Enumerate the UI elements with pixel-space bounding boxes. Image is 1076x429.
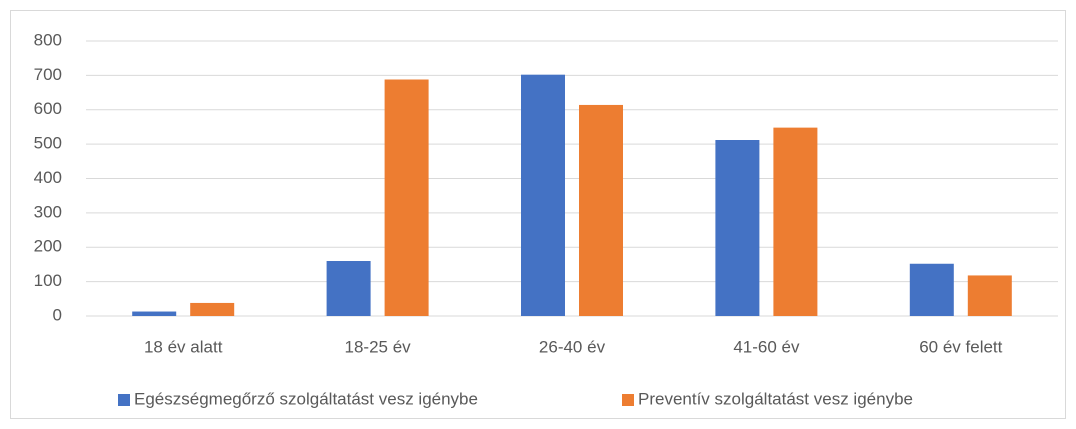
bar <box>190 302 235 316</box>
bar <box>773 127 818 316</box>
bar <box>384 79 429 316</box>
bar <box>909 263 954 316</box>
legend-swatch <box>118 394 130 406</box>
bar <box>967 275 1012 316</box>
y-tick-label: 300 <box>34 202 62 221</box>
y-tick-label: 100 <box>34 271 62 290</box>
bar <box>579 104 623 316</box>
x-tick-label: 41-60 év <box>733 337 800 356</box>
y-tick-label: 200 <box>34 237 62 256</box>
bar <box>132 311 177 316</box>
x-tick-label: 26-40 év <box>539 337 606 356</box>
y-tick-label: 600 <box>34 99 62 118</box>
y-tick-label: 400 <box>34 168 62 187</box>
legend-label: Egészségmegőrző szolgáltatást vesz igény… <box>134 389 478 408</box>
legend-label: Preventív szolgáltatást vesz igénybe <box>638 389 913 408</box>
y-tick-label: 500 <box>34 134 62 153</box>
y-tick-label: 800 <box>34 30 62 49</box>
y-tick-label: 0 <box>53 305 62 324</box>
x-tick-label: 60 év felett <box>919 337 1002 356</box>
x-tick-label: 18-25 év <box>345 337 412 356</box>
bar <box>521 74 565 316</box>
bar <box>326 261 371 316</box>
x-tick-label: 18 év alatt <box>144 337 223 356</box>
legend-swatch <box>622 394 634 406</box>
y-tick-label: 700 <box>34 65 62 84</box>
bar <box>715 140 760 316</box>
